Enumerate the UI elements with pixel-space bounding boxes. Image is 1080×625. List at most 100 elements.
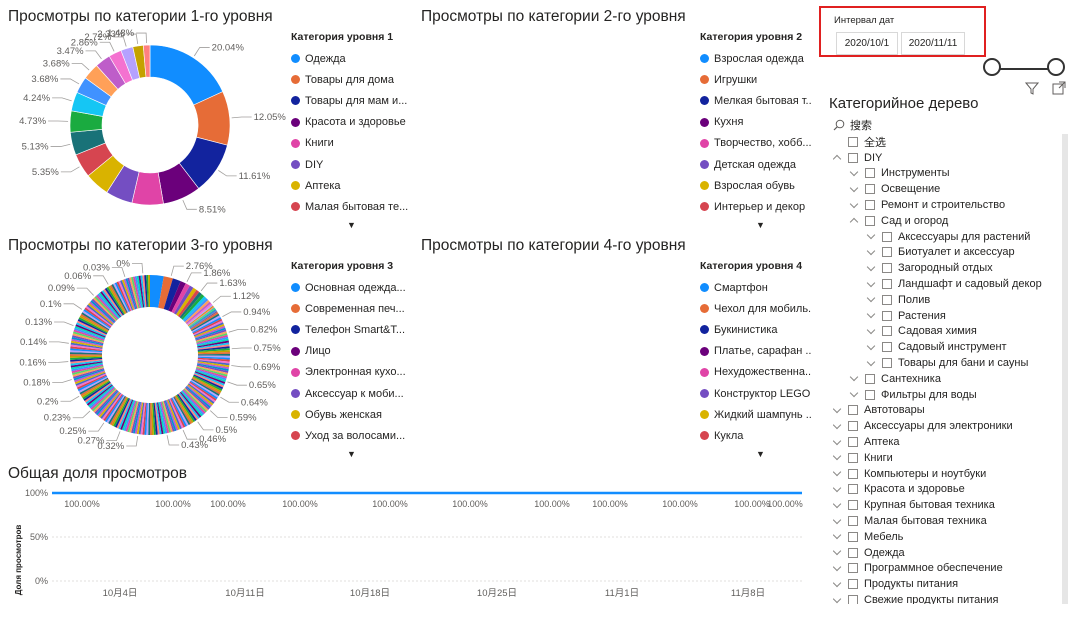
donut-slice[interactable] [197, 361, 230, 368]
legend-item[interactable]: Интерьер и декор [700, 196, 812, 217]
donut-slice[interactable] [138, 275, 145, 308]
chevron-down-icon[interactable] [833, 469, 842, 478]
donut-slice[interactable] [70, 342, 103, 349]
donut-slice[interactable] [73, 329, 105, 341]
legend-item[interactable]: Детская одежда [700, 154, 812, 175]
donut-slice[interactable] [197, 346, 230, 351]
donut-slice[interactable] [195, 367, 228, 379]
donut-slice[interactable] [80, 378, 109, 397]
chevron-down-icon[interactable] [833, 532, 842, 541]
donut-slice[interactable] [76, 373, 107, 388]
donut-slice[interactable] [188, 307, 216, 328]
tree-item[interactable]: Аксессуары для электроники [833, 418, 1053, 434]
tree-item[interactable]: Компьютеры и ноутбуки [833, 466, 1053, 482]
legend-item[interactable]: Платье, сарафан ... [700, 341, 812, 362]
donut-slice[interactable] [73, 331, 105, 342]
tree-checkbox[interactable] [848, 563, 858, 574]
donut-slice[interactable] [82, 380, 111, 400]
donut-slice[interactable] [70, 357, 103, 362]
donut-slice[interactable] [114, 398, 130, 428]
donut-slice[interactable] [197, 340, 230, 348]
donut-slice[interactable] [197, 357, 230, 362]
tree-checkbox[interactable] [882, 279, 892, 290]
donut-slice[interactable] [72, 335, 104, 345]
donut-slice[interactable] [120, 280, 134, 311]
donut-slice[interactable] [151, 402, 154, 435]
legend-more-caret-icon[interactable]: ▼ [347, 220, 356, 230]
donut-slice[interactable] [121, 399, 135, 431]
donut-slice[interactable] [156, 402, 164, 435]
donut-slice[interactable] [98, 292, 121, 319]
donut-slice[interactable] [74, 325, 106, 339]
donut-slice[interactable] [125, 400, 137, 432]
donut-slice[interactable] [193, 373, 224, 388]
donut-slice[interactable] [94, 296, 118, 321]
chevron-down-icon[interactable] [867, 327, 876, 336]
donut-slice[interactable] [71, 336, 104, 346]
tree-checkbox[interactable] [848, 405, 858, 416]
donut-slice[interactable] [189, 310, 217, 329]
donut-slice[interactable] [179, 292, 202, 319]
donut-slice[interactable] [103, 288, 123, 317]
donut-slice[interactable] [82, 310, 111, 330]
donut-slice[interactable] [142, 275, 147, 308]
donut-slice[interactable] [181, 294, 205, 320]
legend-more-caret-icon[interactable]: ▼ [347, 449, 356, 459]
tree-checkbox[interactable] [865, 184, 875, 195]
tree-checkbox[interactable] [882, 294, 892, 305]
tree-checkbox[interactable] [848, 595, 858, 604]
legend-item[interactable]: Товары для дома [291, 69, 409, 90]
donut-slice[interactable] [90, 300, 116, 323]
donut-slice[interactable] [192, 318, 223, 335]
donut-slice[interactable] [101, 290, 122, 317]
donut-slice[interactable] [106, 395, 125, 424]
donut-slice[interactable] [195, 370, 226, 383]
tree-item[interactable]: Программное обеспечение [833, 561, 1053, 577]
donut-slice[interactable] [70, 359, 103, 364]
legend-item[interactable]: Чехол для мобиль... [700, 298, 812, 319]
legend-item[interactable]: Одежда [291, 48, 409, 69]
donut-slice[interactable] [183, 388, 207, 413]
donut-slice[interactable] [118, 399, 133, 430]
donut-slice[interactable] [76, 322, 107, 337]
donut-slice[interactable] [100, 392, 122, 419]
donut-slice[interactable] [197, 342, 230, 349]
donut-slice[interactable] [85, 306, 113, 327]
tree-checkbox[interactable] [865, 215, 875, 226]
donut-slice[interactable] [138, 402, 145, 435]
legend-item[interactable]: Красота и здоровье [291, 112, 409, 133]
donut-slice[interactable] [70, 362, 103, 370]
donut-slice[interactable] [113, 397, 129, 427]
tree-checkbox[interactable] [848, 484, 858, 495]
chevron-down-icon[interactable] [850, 185, 859, 194]
tree-checkbox[interactable] [848, 437, 858, 448]
tree-checkbox[interactable] [848, 579, 858, 590]
donut-slice[interactable] [70, 340, 103, 348]
donut-slice[interactable] [123, 400, 136, 432]
chevron-down-icon[interactable] [867, 280, 876, 289]
donut-slice[interactable] [188, 382, 216, 403]
donut-slice[interactable] [188, 306, 215, 327]
donut-slice[interactable] [196, 333, 228, 343]
tree-item[interactable]: Аксессуары для растений [833, 229, 1053, 245]
tree-checkbox[interactable] [882, 342, 892, 353]
donut-slice[interactable] [163, 400, 175, 432]
tree-item[interactable]: Загородный отдых [833, 260, 1053, 276]
chevron-down-icon[interactable] [833, 564, 842, 573]
donut-slice[interactable] [182, 389, 206, 414]
donut-slice[interactable] [171, 283, 190, 314]
chevron-down-icon[interactable] [850, 169, 859, 178]
chevron-down-icon[interactable] [867, 311, 876, 320]
donut-slice[interactable] [87, 303, 114, 325]
donut-slice[interactable] [144, 275, 148, 308]
donut-slice[interactable] [197, 355, 230, 358]
tree-checkbox[interactable] [865, 389, 875, 400]
donut-slice[interactable] [130, 276, 140, 309]
donut-slice[interactable] [72, 365, 104, 375]
donut-slice[interactable] [195, 369, 227, 381]
chevron-down-icon[interactable] [850, 390, 859, 399]
donut-slice[interactable] [106, 286, 125, 315]
donut-slice[interactable] [197, 363, 229, 372]
donut-slice[interactable] [148, 402, 151, 435]
chevron-down-icon[interactable] [833, 501, 842, 510]
